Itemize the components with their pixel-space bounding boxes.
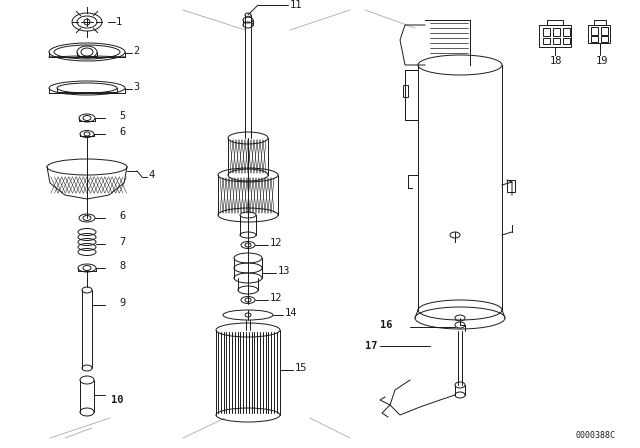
Text: 19: 19 xyxy=(596,56,609,66)
Text: 13: 13 xyxy=(278,266,291,276)
Bar xyxy=(553,38,560,44)
Bar xyxy=(539,25,571,47)
Bar xyxy=(601,27,608,35)
Text: 18: 18 xyxy=(550,56,563,66)
Text: 11: 11 xyxy=(290,0,303,10)
Bar xyxy=(591,36,598,42)
Bar xyxy=(543,28,550,36)
Text: 0000388C: 0000388C xyxy=(575,431,615,439)
Text: 16: 16 xyxy=(380,320,392,330)
Text: 3: 3 xyxy=(133,82,140,92)
Text: 14: 14 xyxy=(285,308,298,318)
Text: 6: 6 xyxy=(119,211,125,221)
Bar xyxy=(403,85,408,97)
Text: 4: 4 xyxy=(148,170,154,180)
Bar xyxy=(588,25,610,43)
Text: 12: 12 xyxy=(270,293,282,303)
Bar xyxy=(601,36,608,42)
Text: 15: 15 xyxy=(295,363,307,373)
Bar xyxy=(594,20,606,25)
Bar xyxy=(547,20,563,25)
Text: 1: 1 xyxy=(116,17,122,27)
Text: 17: 17 xyxy=(365,341,378,351)
Text: 8: 8 xyxy=(119,261,125,271)
Bar xyxy=(591,27,598,35)
Text: 6: 6 xyxy=(119,127,125,137)
Text: 12: 12 xyxy=(270,238,282,248)
Bar xyxy=(563,38,570,44)
Text: 7: 7 xyxy=(119,237,125,247)
Text: 9: 9 xyxy=(119,298,125,308)
Text: 10: 10 xyxy=(111,395,124,405)
Bar xyxy=(563,28,570,36)
Bar xyxy=(507,180,515,192)
Text: 2: 2 xyxy=(133,46,140,56)
Bar xyxy=(543,38,550,44)
Text: 5: 5 xyxy=(119,111,125,121)
Bar xyxy=(553,28,560,36)
